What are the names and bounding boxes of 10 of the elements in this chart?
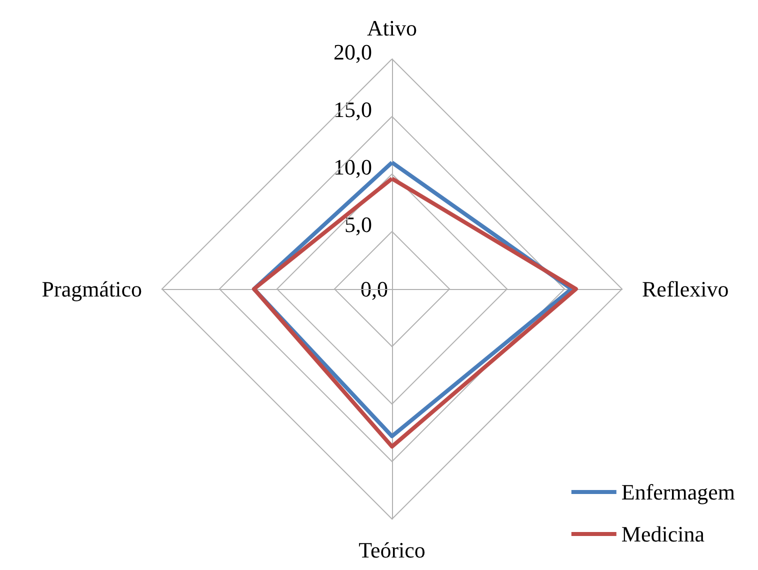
y-tick-label: 20,0	[334, 40, 372, 64]
spoke-label: Pragmático	[42, 276, 142, 302]
legend-label: Medicina	[621, 522, 705, 546]
legend-label: Enfermagem	[621, 480, 735, 504]
spoke-label: Ativo	[366, 16, 418, 40]
y-tick-label: 15,0	[334, 97, 372, 122]
y-tick-label: 10,0	[334, 154, 372, 180]
spoke-label: Teórico	[358, 538, 426, 562]
spoke-label: Reflexivo	[642, 276, 729, 302]
y-tick-label: 5,0	[344, 212, 372, 237]
